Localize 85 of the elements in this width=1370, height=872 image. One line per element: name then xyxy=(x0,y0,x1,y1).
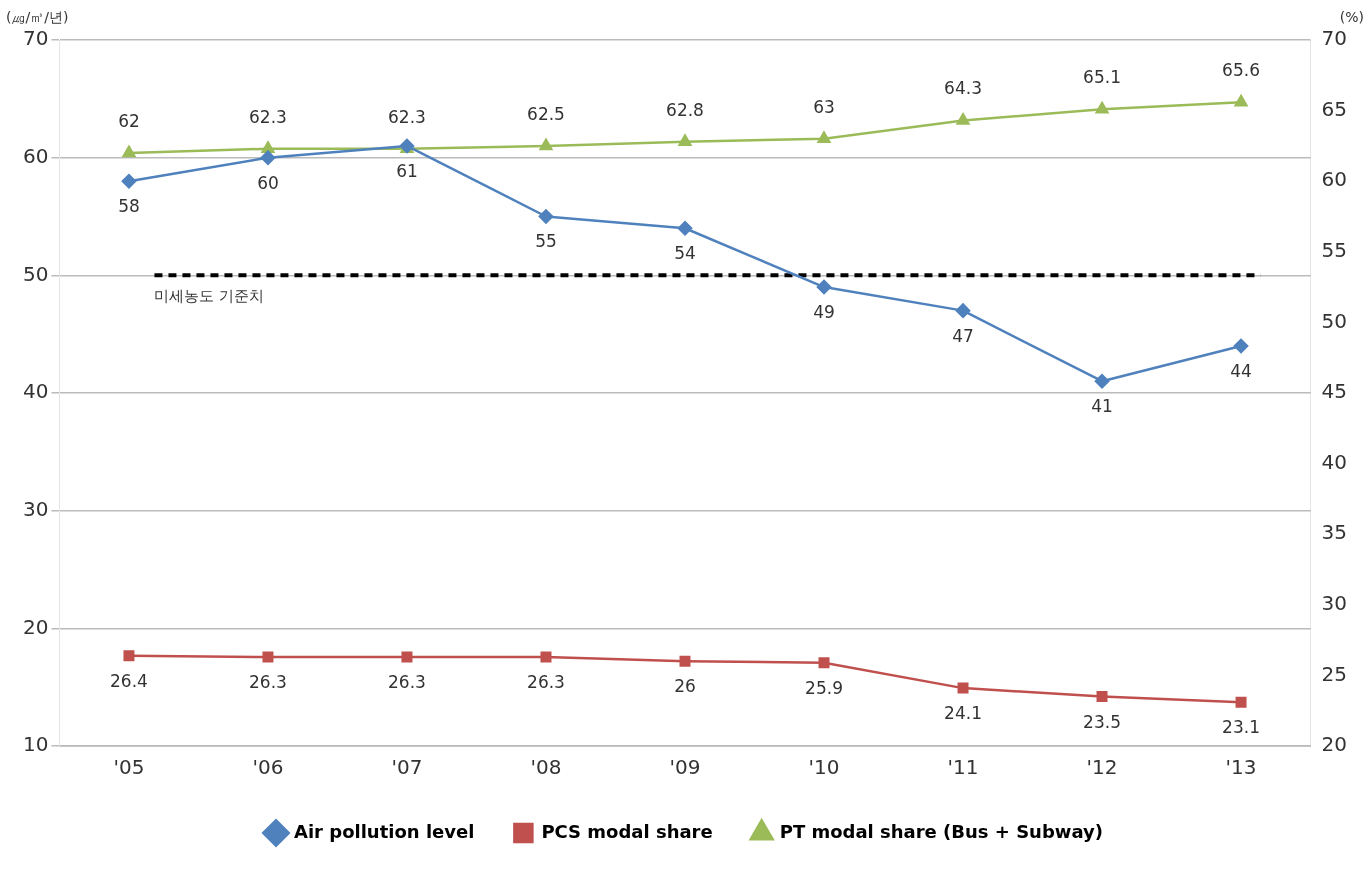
y-tick-label: 30 xyxy=(23,496,49,521)
legend-label: PCS modal share xyxy=(541,820,713,842)
legend-label: PT modal share (Bus + Subway) xyxy=(779,820,1103,842)
x-tick-label: '12 xyxy=(1086,755,1118,780)
point xyxy=(1233,338,1249,354)
data-label: 64.3 xyxy=(944,78,982,99)
y-tick-label: 50 xyxy=(23,261,49,286)
y2-tick-label: 65 xyxy=(1321,96,1347,121)
point xyxy=(955,303,971,318)
y2-tick-label: 20 xyxy=(1321,732,1347,757)
y-tick-label: 20 xyxy=(23,614,49,639)
point xyxy=(538,209,554,224)
data-label: 23.1 xyxy=(1222,717,1260,738)
point xyxy=(818,657,830,669)
point xyxy=(1234,94,1248,107)
data-label: 65.1 xyxy=(1083,67,1121,88)
point xyxy=(957,682,969,694)
data-label: 61 xyxy=(396,160,418,181)
y-tick-label: 70 xyxy=(23,26,49,51)
y2-axis-title: (%) xyxy=(1339,8,1364,25)
data-label: 54 xyxy=(674,243,696,264)
data-label: 63 xyxy=(813,96,835,117)
data-label: 60 xyxy=(257,172,279,193)
x-tick-label: '08 xyxy=(530,755,562,780)
data-label: 41 xyxy=(1091,396,1113,417)
y2-tick-label: 25 xyxy=(1321,661,1347,686)
data-label: 62.5 xyxy=(527,103,565,124)
point xyxy=(679,655,691,667)
x-tick-label: '06 xyxy=(252,755,284,780)
y2-tick-label: 50 xyxy=(1321,308,1347,333)
point xyxy=(1096,691,1108,703)
point xyxy=(261,141,275,153)
y2-tick-label: 40 xyxy=(1321,449,1347,474)
point xyxy=(678,134,692,146)
x-tick-label: '11 xyxy=(947,755,979,780)
y-tick-label: 60 xyxy=(23,143,49,168)
data-label: 47 xyxy=(952,325,974,346)
y-tick-label: 10 xyxy=(23,732,49,757)
x-tick-label: '13 xyxy=(1225,755,1257,780)
point xyxy=(539,138,553,151)
data-label: 26.4 xyxy=(110,670,148,691)
ref-line-label: 미세농도 기준치 xyxy=(154,286,265,305)
point xyxy=(1094,373,1110,389)
y2-tick-label: 35 xyxy=(1321,520,1347,545)
y2-tick-label: 45 xyxy=(1321,379,1347,404)
point xyxy=(956,113,970,125)
point xyxy=(540,651,552,663)
data-label: 25.9 xyxy=(805,677,843,698)
data-label: 23.5 xyxy=(1083,711,1121,732)
data-label: 24.1 xyxy=(944,703,982,724)
y2-tick-label: 55 xyxy=(1321,238,1347,262)
point xyxy=(262,651,274,663)
y-tick-label: 40 xyxy=(23,379,49,404)
data-label: 26.3 xyxy=(388,671,426,692)
point xyxy=(401,651,413,663)
data-label: 44 xyxy=(1230,360,1252,381)
point xyxy=(1095,101,1109,114)
point xyxy=(122,145,136,158)
data-label: 55 xyxy=(535,231,557,252)
data-label: 26.3 xyxy=(249,671,287,692)
y-axis-title: (㎍/㎥/년) xyxy=(6,8,69,25)
data-label: 62.8 xyxy=(666,99,704,120)
x-tick-label: '05 xyxy=(113,755,145,780)
point xyxy=(816,279,832,295)
point xyxy=(677,221,693,236)
x-tick-label: '10 xyxy=(808,755,840,780)
point xyxy=(1235,696,1247,708)
legend-label: Air pollution level xyxy=(294,820,475,842)
x-tick-label: '07 xyxy=(391,755,423,780)
data-label: 26.3 xyxy=(527,671,565,692)
point xyxy=(817,131,831,144)
point xyxy=(260,150,276,165)
data-label: 49 xyxy=(813,302,835,323)
y2-tick-label: 30 xyxy=(1321,591,1347,615)
data-label: 62.3 xyxy=(249,106,287,127)
data-label: 62.3 xyxy=(388,106,426,127)
y2-tick-label: 60 xyxy=(1321,167,1347,192)
data-label: 65.6 xyxy=(1222,60,1260,81)
x-tick-label: '09 xyxy=(669,755,701,780)
point xyxy=(121,173,137,189)
data-label: 62 xyxy=(118,110,140,131)
data-label: 26 xyxy=(674,676,696,697)
data-label: 58 xyxy=(118,196,140,217)
y2-tick-label: 70 xyxy=(1321,26,1347,51)
point xyxy=(123,650,135,662)
